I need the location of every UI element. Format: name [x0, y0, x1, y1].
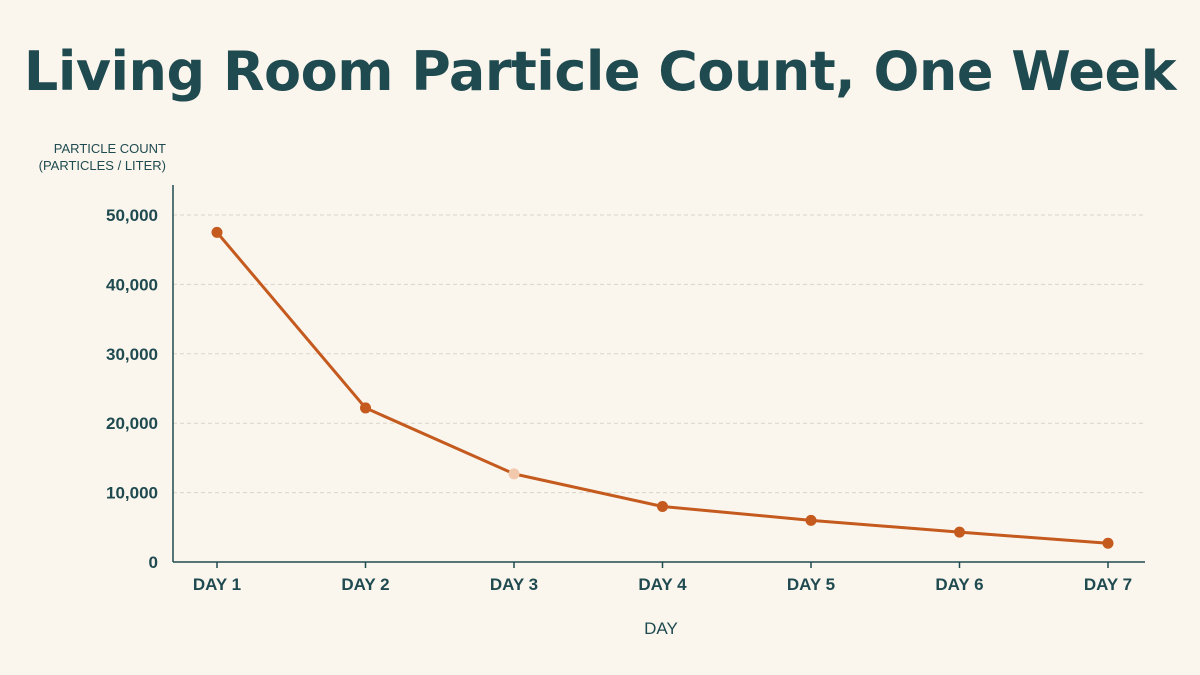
- x-tick-label: DAY 3: [490, 575, 538, 594]
- x-tick-label: DAY 7: [1084, 575, 1132, 594]
- series-polyline: [215, 230, 1110, 545]
- y-axis-label: PARTICLE COUNT (PARTICLES / LITER): [39, 140, 166, 174]
- y-axis-label-line-1: PARTICLE COUNT: [53, 141, 166, 156]
- x-tick-label: DAY 6: [935, 575, 983, 594]
- x-tick-label: DAY 4: [638, 575, 687, 594]
- data-point: [360, 402, 371, 414]
- data-point: [657, 500, 668, 512]
- gridlines: [173, 214, 1145, 494]
- data-point: [1102, 537, 1114, 549]
- x-axis-label: DAY: [644, 619, 678, 638]
- data-point-highlighted: [508, 468, 520, 480]
- y-tick-label: 50,000: [106, 206, 158, 225]
- data-point: [211, 226, 223, 238]
- x-axis-ticks: DAY 1 DAY 2 DAY 3 DAY 4 DAY 5 DAY 6 DAY 7: [193, 562, 1132, 594]
- x-tick-label: DAY 1: [193, 575, 241, 594]
- y-tick-label: 0: [149, 553, 158, 572]
- y-tick-label: 20,000: [106, 414, 158, 433]
- y-tick-label: 40,000: [106, 275, 158, 294]
- y-tick-label: 30,000: [106, 345, 158, 364]
- x-tick-label: DAY 2: [341, 575, 389, 594]
- data-point: [805, 514, 817, 526]
- axes: [172, 185, 1145, 563]
- y-tick-label: 10,000: [106, 484, 158, 503]
- series-line: [215, 230, 1110, 545]
- data-points: [211, 226, 1114, 549]
- y-axis-ticks: 0 10,000 20,000 30,000 40,000 50,000: [106, 206, 158, 572]
- chart-title: Living Room Particle Count, One Week: [23, 40, 1177, 103]
- x-tick-label: DAY 5: [787, 575, 835, 594]
- y-axis-label-line-2: (PARTICLES / LITER): [38, 158, 166, 173]
- data-point: [954, 526, 965, 538]
